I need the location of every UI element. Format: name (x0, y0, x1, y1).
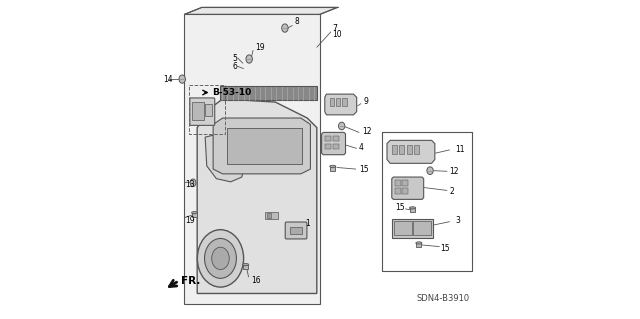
Bar (333, 136, 339, 141)
Ellipse shape (190, 179, 196, 187)
Text: 11: 11 (456, 145, 465, 154)
Bar (243, 265, 248, 269)
Bar (399, 145, 404, 154)
Text: 1: 1 (305, 219, 310, 228)
Text: 7: 7 (332, 24, 337, 33)
Text: 6: 6 (232, 62, 237, 71)
Bar (392, 219, 433, 238)
Bar (333, 144, 339, 149)
Bar (417, 243, 422, 248)
Text: 15: 15 (395, 204, 404, 212)
FancyBboxPatch shape (190, 98, 215, 125)
Bar (410, 208, 415, 212)
Text: 12: 12 (449, 167, 459, 176)
Polygon shape (387, 140, 435, 163)
Polygon shape (213, 118, 310, 174)
Bar (267, 213, 271, 218)
Bar (394, 221, 412, 235)
Text: 19: 19 (186, 216, 195, 225)
Text: FR.: FR. (181, 276, 200, 286)
Bar (290, 227, 302, 234)
Text: 14: 14 (163, 75, 173, 84)
Text: 5: 5 (232, 54, 237, 63)
Text: 15: 15 (359, 165, 369, 174)
Bar (395, 188, 401, 194)
Bar (205, 104, 212, 116)
Polygon shape (324, 94, 356, 115)
Text: 9: 9 (363, 97, 368, 106)
Polygon shape (184, 14, 320, 304)
Bar (413, 221, 431, 235)
Text: 16: 16 (252, 276, 261, 285)
Text: 10: 10 (332, 30, 342, 39)
Bar (336, 98, 340, 106)
Text: 13: 13 (186, 180, 195, 189)
Ellipse shape (339, 122, 345, 130)
Text: 15: 15 (440, 244, 450, 253)
Bar (392, 145, 397, 154)
Ellipse shape (427, 167, 433, 174)
Bar (220, 86, 317, 100)
Ellipse shape (243, 263, 249, 266)
Bar (189, 85, 225, 134)
Bar (265, 212, 278, 219)
Bar (324, 144, 330, 149)
Ellipse shape (416, 242, 422, 244)
Bar (395, 180, 401, 186)
Text: 12: 12 (362, 127, 372, 136)
Bar (192, 213, 197, 217)
Text: 2: 2 (449, 187, 454, 196)
Bar (324, 136, 330, 141)
Text: 19: 19 (255, 43, 264, 52)
Ellipse shape (212, 247, 229, 270)
Text: 8: 8 (294, 17, 300, 26)
Text: 4: 4 (359, 143, 364, 152)
Polygon shape (197, 99, 317, 293)
Bar (407, 145, 412, 154)
Bar (403, 188, 408, 194)
Ellipse shape (179, 75, 186, 83)
Ellipse shape (330, 165, 336, 167)
Polygon shape (392, 177, 424, 199)
Ellipse shape (282, 24, 288, 32)
Bar (193, 102, 204, 120)
Ellipse shape (246, 55, 252, 63)
Bar (403, 180, 408, 186)
Polygon shape (321, 132, 346, 155)
Bar (330, 98, 334, 106)
Polygon shape (184, 7, 337, 14)
Polygon shape (205, 136, 243, 182)
Text: SDN4-B3910: SDN4-B3910 (417, 294, 470, 303)
Text: 3: 3 (456, 216, 460, 225)
Bar (342, 98, 347, 106)
FancyBboxPatch shape (285, 222, 307, 239)
Ellipse shape (205, 239, 236, 278)
Bar (414, 145, 419, 154)
Ellipse shape (191, 211, 198, 214)
Text: B-53-10: B-53-10 (212, 88, 252, 97)
Ellipse shape (410, 207, 415, 209)
Bar (330, 167, 335, 171)
Ellipse shape (197, 230, 244, 287)
Bar (227, 128, 303, 164)
